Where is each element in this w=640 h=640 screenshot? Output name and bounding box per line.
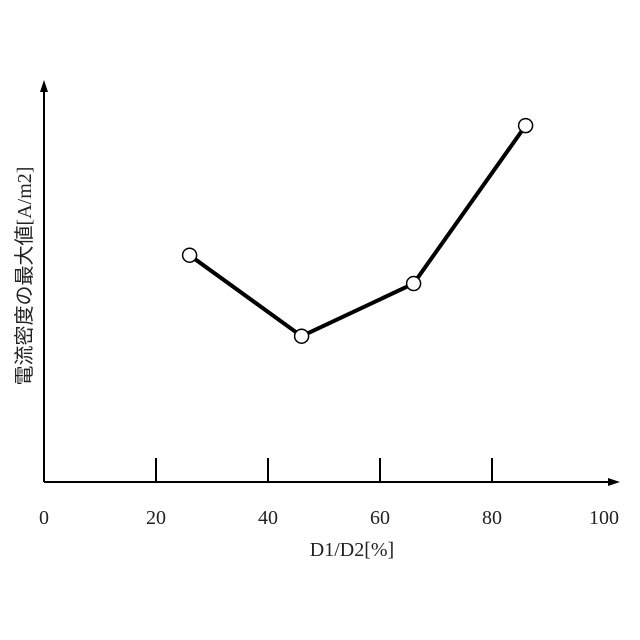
series-lines	[190, 126, 526, 337]
y-axis-title: 電流密度の最大値[A/m2]	[13, 167, 36, 386]
x-ticks	[156, 458, 492, 482]
x-tick-label-20: 20	[146, 507, 166, 529]
data-point-1	[295, 329, 309, 343]
axes	[40, 80, 620, 486]
x-tick-label-80: 80	[482, 507, 502, 529]
series-0-line	[190, 126, 526, 337]
x-axis-title: D1/D2[%]	[310, 539, 394, 561]
y-axis-arrow	[40, 80, 48, 92]
x-tick-labels: 0 20 40 60 80 100	[39, 507, 619, 529]
x-axis-arrow	[608, 478, 620, 486]
data-point-3	[519, 119, 533, 133]
x-tick-label-40: 40	[258, 507, 278, 529]
x-tick-label-100: 100	[589, 507, 619, 529]
data-point-2	[407, 277, 421, 291]
x-tick-label-60: 60	[370, 507, 390, 529]
x-tick-label-0: 0	[39, 507, 49, 529]
data-point-0	[183, 248, 197, 262]
